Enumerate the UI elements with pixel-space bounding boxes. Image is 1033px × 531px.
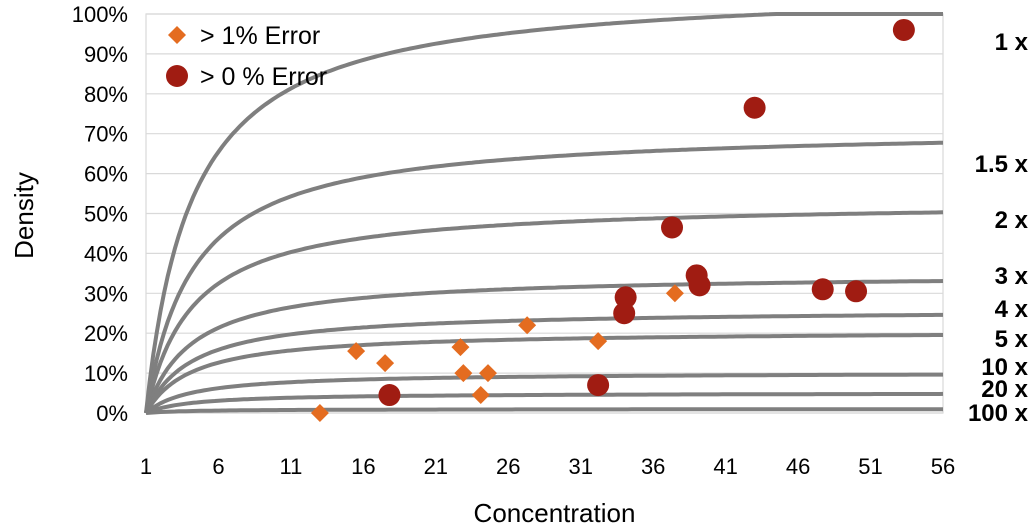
curve-line — [145, 391, 944, 415]
data-point-circle — [811, 278, 834, 301]
data-point-circle — [892, 18, 915, 41]
data-point-circle — [614, 286, 637, 309]
legend-marker-diamond — [168, 26, 186, 44]
y-tick-label: 40% — [84, 241, 128, 266]
x-tick-label: 6 — [212, 454, 224, 479]
data-point-circle — [587, 374, 610, 397]
x-tick-label: 1 — [140, 454, 152, 479]
data-point-circle — [688, 274, 711, 297]
curve-line — [144, 333, 943, 415]
data-point-circle — [743, 96, 766, 119]
data-point-diamond — [454, 364, 473, 383]
y-tick-label: 100% — [72, 2, 128, 27]
y-tick-label: 90% — [84, 42, 128, 67]
data-point-diamond — [471, 386, 490, 405]
curve-label: 100 x — [968, 400, 1029, 427]
curve-line — [144, 12, 943, 414]
y-tick-label: 10% — [84, 361, 128, 386]
data-point-diamond — [451, 338, 470, 357]
legend-label: > 0 % Error — [200, 63, 327, 91]
curve-label: 5 x — [995, 326, 1029, 353]
curve-line — [145, 407, 943, 415]
x-tick-label: 11 — [279, 454, 302, 479]
y-tick-label: 60% — [84, 162, 128, 187]
y-tick-label: 30% — [84, 281, 128, 306]
x-tick-label: 56 — [931, 454, 955, 479]
x-tick-label: 31 — [568, 454, 592, 479]
x-tick-label: 41 — [713, 454, 737, 479]
curve-label: 3 x — [995, 263, 1029, 290]
legend-marker-circle — [166, 65, 188, 87]
curve-label: 1 x — [995, 29, 1029, 56]
y-tick-label: 70% — [84, 122, 128, 147]
data-point-circle — [661, 216, 684, 239]
curve-line — [144, 140, 943, 414]
curve-label: 10 x — [981, 354, 1028, 381]
curve-line — [144, 279, 944, 414]
data-point-circle — [613, 302, 636, 325]
y-axis-title: Density — [9, 172, 39, 259]
x-tick-label: 46 — [786, 454, 810, 479]
y-tick-label: 20% — [84, 321, 128, 346]
data-point-diamond — [665, 284, 684, 303]
x-tick-label: 51 — [858, 454, 882, 479]
data-point-circle — [378, 384, 401, 407]
data-point-diamond — [376, 354, 395, 373]
x-tick-label: 36 — [641, 454, 665, 479]
data-point-diamond — [347, 342, 366, 361]
curve-label: 2 x — [995, 207, 1029, 234]
data-point-diamond — [478, 364, 497, 383]
curve-label: 1.5 x — [975, 151, 1029, 178]
data-point-diamond — [310, 404, 329, 422]
x-axis-title: Concentration — [474, 498, 636, 528]
curve-label: 4 x — [995, 296, 1029, 323]
data-point-circle — [845, 280, 868, 303]
y-tick-label: 0% — [96, 401, 128, 426]
x-tick-label: 21 — [424, 454, 448, 479]
x-tick-label: 26 — [496, 454, 520, 479]
curve-line — [144, 210, 944, 414]
data-point-diamond — [589, 332, 608, 351]
x-tick-label: 16 — [351, 454, 375, 479]
curve-line — [144, 372, 943, 415]
y-tick-label: 50% — [84, 202, 128, 227]
legend-label: > 1% Error — [200, 22, 320, 50]
curve-line — [144, 312, 943, 414]
data-point-diamond — [518, 316, 537, 335]
y-tick-label: 80% — [84, 82, 128, 107]
curve-label: 20 x — [981, 376, 1028, 403]
